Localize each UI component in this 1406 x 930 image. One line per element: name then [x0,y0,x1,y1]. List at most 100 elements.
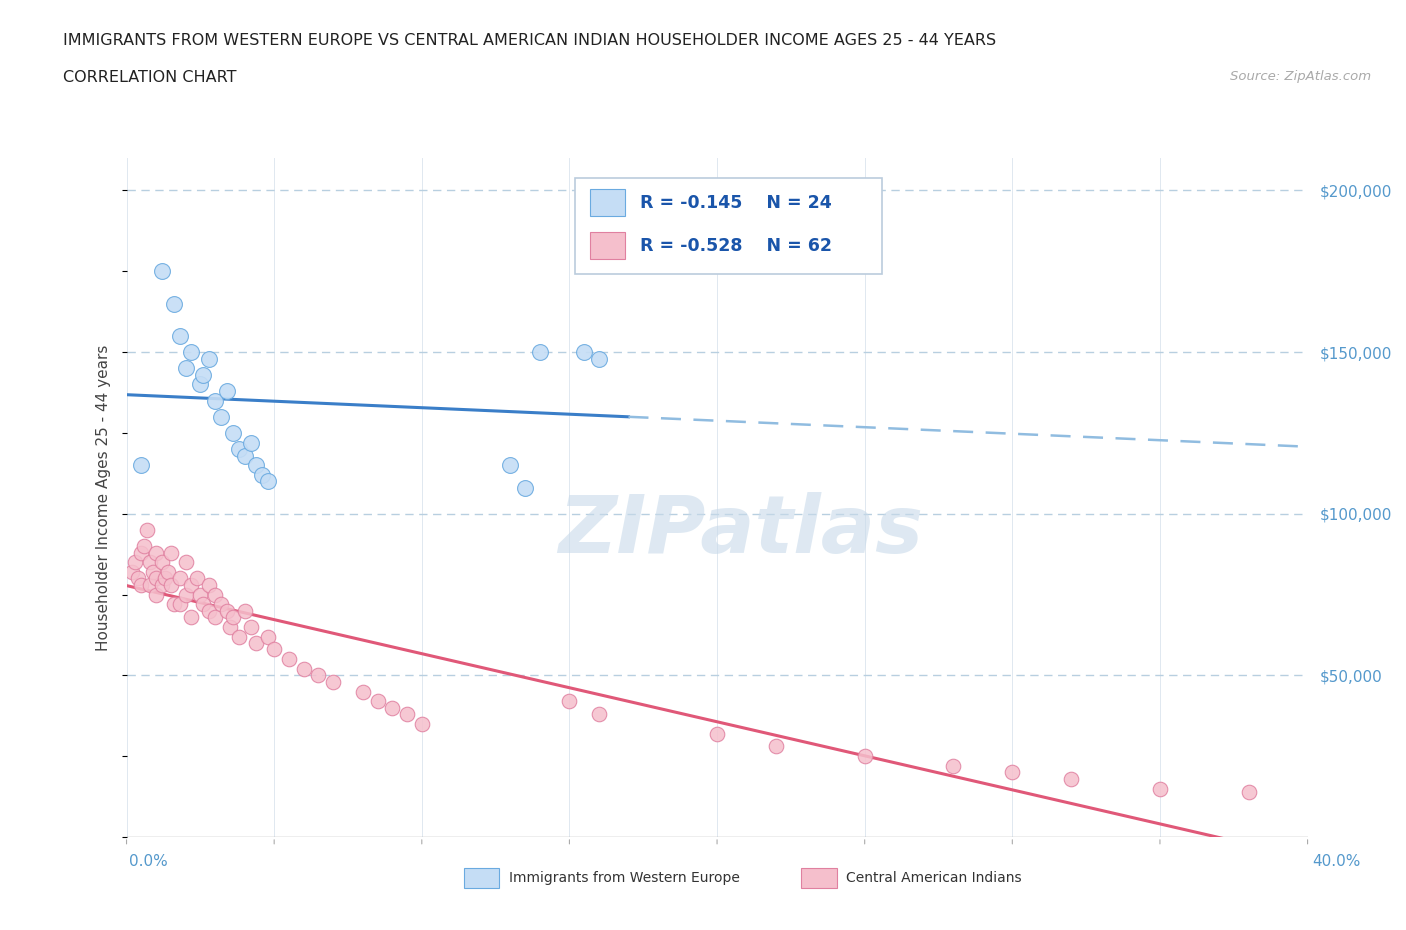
Point [180,610,202,625]
Point [145,571,167,586]
Point [307,668,329,683]
Point [233,448,256,463]
Y-axis label: Householder Income Ages 25 - 44 years: Householder Income Ages 25 - 44 years [96,344,111,651]
Bar [589,190,624,217]
Point [215,383,238,398]
Text: CORRELATION CHART: CORRELATION CHART [63,70,236,85]
Point [222,610,245,625]
Point [186,571,208,586]
Point [209,597,232,612]
Point [245,635,267,650]
Point [142,565,165,579]
Bar [801,868,837,888]
Point [204,610,226,625]
Point [588,707,610,722]
Point [193,597,215,612]
Point [233,604,256,618]
Point [159,545,183,560]
Point [169,328,191,343]
Point [1001,764,1024,779]
Point [1060,771,1083,786]
Point [129,458,153,472]
FancyBboxPatch shape [575,179,883,273]
Point [150,578,173,592]
Point [150,555,173,570]
Point [121,565,143,579]
Point [515,481,537,496]
Point [139,578,162,592]
Point [1237,784,1260,799]
Point [499,458,522,472]
Point [129,578,153,592]
Point [139,555,162,570]
Point [163,597,186,612]
Point [257,629,280,644]
Text: Source: ZipAtlas.com: Source: ZipAtlas.com [1230,70,1371,83]
Point [188,377,211,392]
Point [381,700,404,715]
Point [174,361,197,376]
Point [174,587,197,602]
Point [219,619,242,634]
Point [228,629,250,644]
Point [263,642,285,657]
Point [574,345,596,360]
Point [278,652,301,667]
Point [257,474,280,489]
Point [209,409,232,424]
Point [245,458,267,472]
Point [198,578,221,592]
Point [204,393,226,408]
Text: R = -0.528    N = 62: R = -0.528 N = 62 [640,236,832,255]
Point [396,707,419,722]
Point [322,674,344,689]
Point [145,545,167,560]
Point [198,352,221,366]
Point [228,442,250,457]
Point [124,555,146,570]
Point [136,523,159,538]
Point [558,694,581,709]
Point [169,571,191,586]
Point [163,296,186,311]
Text: ZIPatlas: ZIPatlas [558,493,924,570]
Bar [589,232,624,259]
Point [193,367,215,382]
Point [198,604,221,618]
Point [188,587,211,602]
Point [169,597,191,612]
Point [145,587,167,602]
Point [180,345,202,360]
Point [215,604,238,618]
Point [411,716,433,731]
Point [252,468,274,483]
Point [180,578,202,592]
Text: 40.0%: 40.0% [1313,854,1361,869]
Point [529,345,551,360]
Point [153,571,176,586]
Point [706,726,728,741]
Point [222,425,245,440]
Point [292,661,315,676]
Text: R = -0.145    N = 24: R = -0.145 N = 24 [640,194,832,212]
Point [1149,781,1171,796]
Point [352,684,374,699]
Point [159,578,183,592]
Point [853,749,876,764]
Point [765,739,787,754]
Point [239,619,262,634]
Point [150,264,173,279]
Point [129,545,153,560]
Bar [464,868,499,888]
Point [239,435,262,450]
Text: Immigrants from Western Europe: Immigrants from Western Europe [509,870,740,885]
Point [366,694,388,709]
Text: Central American Indians: Central American Indians [846,870,1022,885]
Point [174,555,197,570]
Point [942,759,965,774]
Point [204,587,226,602]
Point [127,571,149,586]
Point [156,565,179,579]
Point [588,352,610,366]
Point [134,538,156,553]
